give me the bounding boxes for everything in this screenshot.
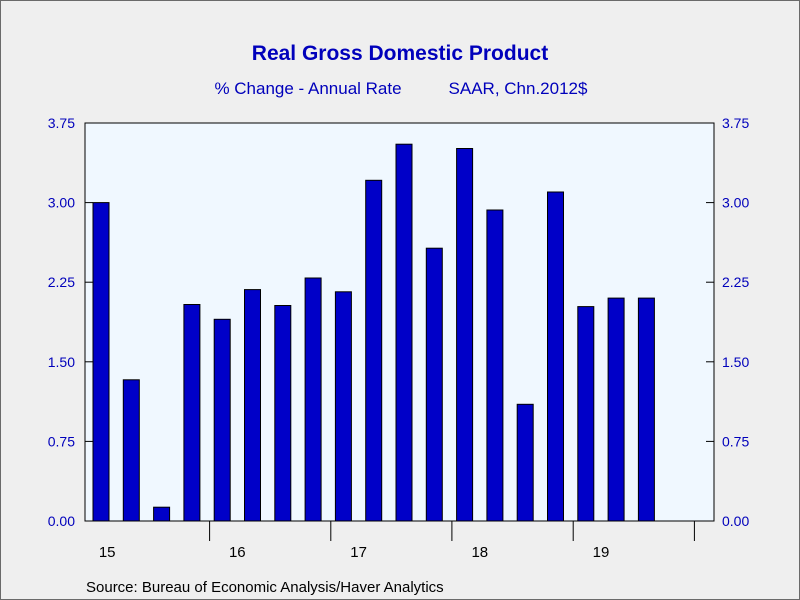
chart-subtitle-right: SAAR, Chn.2012$ [449,79,588,98]
bar-17Q4 [425,247,443,522]
source-note: Source: Bureau of Economic Analysis/Have… [86,579,444,596]
left-tick-label: 2.25 [48,274,75,290]
left-y-axis: 0.00 0.75 1.50 2.25 3.00 3.75 [48,115,93,529]
bars-group [92,143,655,522]
bar-15Q4 [183,304,201,522]
bar-18Q1 [456,148,474,522]
bar-15Q1 [92,202,110,522]
right-tick-label: 2.25 [722,274,749,290]
right-tick-label: 3.00 [722,195,749,211]
year-label-17: 17 [350,544,367,561]
bar-17Q1 [334,291,352,522]
bar-19Q2 [607,297,625,522]
left-tick-label: 3.00 [48,195,75,211]
right-y-axis: 0.00 0.75 1.50 2.25 3.00 3.75 [706,115,749,529]
right-tick-label: 0.00 [722,513,749,529]
bar-16Q3 [274,305,292,522]
chart-subtitle-left: % Change - Annual Rate [214,79,401,98]
left-tick-label: 3.75 [48,115,75,131]
bar-16Q4 [304,277,322,522]
left-tick-label: 0.75 [48,433,75,449]
year-label-16: 16 [229,544,246,561]
bar-17Q3 [395,143,413,522]
right-tick-label: 0.75 [722,433,749,449]
bar-18Q3 [516,403,534,522]
left-tick-label: 1.50 [48,354,75,370]
right-tick-label: 3.75 [722,115,749,131]
bar-16Q2 [244,289,261,522]
chart-title: Real Gross Domestic Product [252,42,548,65]
right-tick-label: 1.50 [722,354,749,370]
bar-16Q1 [213,318,231,522]
bar-17Q2 [365,179,383,522]
year-label-15: 15 [99,544,116,561]
bar-15Q2 [122,379,140,522]
bar-18Q2 [486,209,504,522]
bar-19Q1 [577,306,595,522]
year-label-18: 18 [471,544,488,561]
bar-19Q3 [637,297,655,522]
bar-18Q4 [547,191,564,522]
x-axis: 15 16 17 18 19 [99,521,695,561]
left-tick-label: 0.00 [48,513,75,529]
bar-15Q3 [153,506,171,522]
year-label-19: 19 [593,544,610,561]
